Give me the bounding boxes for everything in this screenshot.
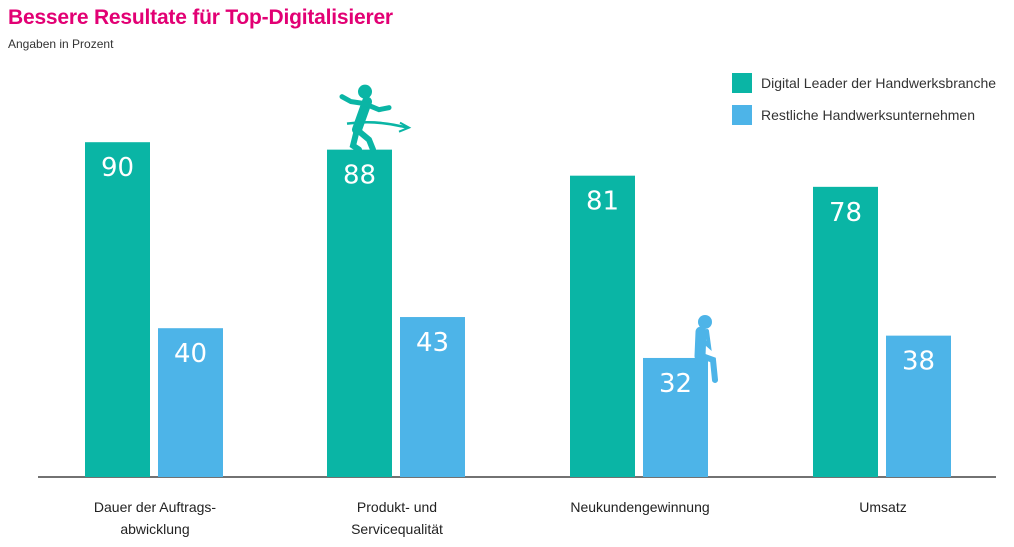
bar-value-label: 32: [659, 369, 692, 399]
legend-label-series-1: Digital Leader der Handwerksbranche: [761, 75, 997, 91]
bar-2-2: [400, 317, 465, 477]
chart-subtitle: Angaben in Prozent: [8, 37, 114, 51]
category-label: abwicklung: [120, 521, 189, 537]
category-label: Dauer der Auftrags-: [94, 499, 217, 515]
legend: Digital Leader der Handwerksbranche Rest…: [732, 72, 996, 136]
category-label: Produkt- und: [357, 499, 437, 515]
bar-2-4: [886, 335, 951, 477]
chart-title: Bessere Resultate für Top-Digitalisierer: [8, 6, 393, 29]
category-label: Umsatz: [859, 499, 906, 515]
bar-1-3: [570, 175, 635, 477]
runner-at-finish-line-icon: [339, 84, 412, 153]
bar-value-label: 78: [829, 198, 862, 228]
bar-value-label: 40: [174, 339, 207, 369]
legend-label-series-2: Restliche Handwerksunternehmen: [761, 107, 975, 123]
legend-item-series-2: Restliche Handwerksunternehmen: [732, 104, 996, 126]
category-label: Servicequalität: [351, 521, 443, 537]
thinking-sitting-person-icon: [694, 314, 718, 383]
legend-item-series-1: Digital Leader der Handwerksbranche: [732, 72, 996, 94]
bar-value-label: 88: [343, 161, 376, 191]
bar-value-label: 90: [101, 153, 134, 183]
bar-1-1: [85, 142, 150, 477]
bar-value-label: 43: [416, 328, 449, 358]
bar-1-2: [327, 149, 392, 477]
legend-swatch-series-1: [732, 73, 752, 93]
bar-value-label: 38: [902, 347, 935, 377]
bar-2-1: [158, 328, 223, 477]
bar-value-label: 81: [586, 187, 619, 217]
category-label: Neukundengewinnung: [570, 499, 709, 515]
legend-swatch-series-2: [732, 105, 752, 125]
bar-2-3: [643, 357, 708, 477]
bar-1-4: [813, 186, 878, 477]
